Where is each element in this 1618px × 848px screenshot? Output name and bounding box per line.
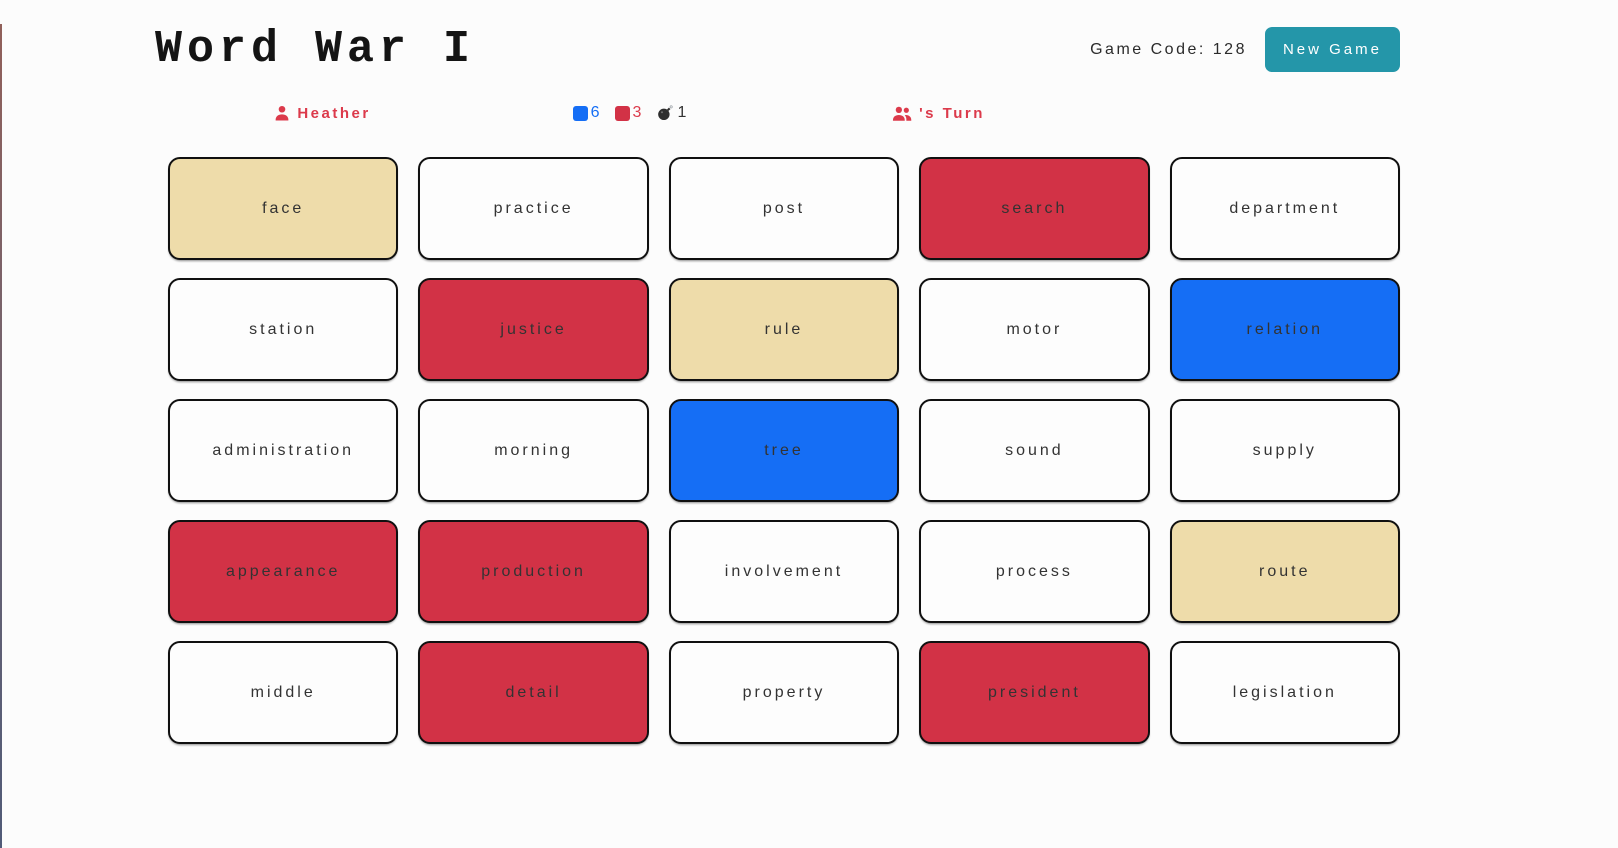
header: Word War I Game Code: 128 New Game bbox=[155, 24, 1400, 75]
scoreboard: Heather 6 3 1 bbox=[168, 103, 1400, 123]
word-card-department[interactable]: department bbox=[1169, 157, 1400, 260]
page-title: Word War I bbox=[155, 24, 476, 75]
red-remaining-count: 3 bbox=[632, 104, 643, 121]
current-player: Heather bbox=[168, 104, 476, 122]
word-card-face[interactable]: face bbox=[168, 157, 399, 260]
red-square-icon bbox=[614, 105, 630, 121]
word-card-justice[interactable]: justice bbox=[418, 278, 649, 381]
word-card-legislation[interactable]: legislation bbox=[1169, 641, 1400, 744]
word-card-process[interactable]: process bbox=[919, 520, 1150, 623]
word-card-station[interactable]: station bbox=[168, 278, 399, 381]
word-card-search[interactable]: search bbox=[919, 157, 1150, 260]
blue-remaining-count: 6 bbox=[590, 104, 601, 121]
word-card-post[interactable]: post bbox=[668, 157, 900, 260]
bomb-stat: 1 bbox=[656, 104, 687, 122]
word-card-supply[interactable]: supply bbox=[1169, 399, 1400, 502]
word-card-administration[interactable]: administration bbox=[168, 399, 399, 502]
word-card-tree[interactable]: tree bbox=[668, 399, 900, 502]
word-card-middle[interactable]: middle bbox=[168, 641, 399, 744]
turn-label: 's Turn bbox=[919, 104, 985, 122]
score-stats: 6 3 1 bbox=[476, 104, 784, 122]
word-card-production[interactable]: production bbox=[418, 520, 649, 623]
word-card-rule[interactable]: rule bbox=[668, 278, 900, 381]
bomb-count: 1 bbox=[677, 104, 688, 121]
player-name: Heather bbox=[297, 104, 371, 122]
page: Word War I Game Code: 128 New Game Heath… bbox=[155, 24, 1400, 744]
blue-remaining-stat: 6 bbox=[572, 104, 601, 122]
word-card-motor[interactable]: motor bbox=[919, 278, 1150, 381]
turn-indicator: 's Turn bbox=[784, 103, 1092, 123]
word-card-sound[interactable]: sound bbox=[919, 399, 1150, 502]
new-game-button[interactable]: New Game bbox=[1264, 27, 1400, 72]
word-card-morning[interactable]: morning bbox=[418, 399, 649, 502]
word-card-president[interactable]: president bbox=[919, 641, 1150, 744]
word-card-detail[interactable]: detail bbox=[418, 641, 649, 744]
word-card-route[interactable]: route bbox=[1169, 520, 1400, 623]
word-card-practice[interactable]: practice bbox=[418, 157, 649, 260]
word-card-appearance[interactable]: appearance bbox=[168, 520, 399, 623]
word-card-involvement[interactable]: involvement bbox=[668, 520, 900, 623]
bomb-icon bbox=[658, 105, 674, 121]
users-icon bbox=[893, 106, 912, 121]
word-card-property[interactable]: property bbox=[668, 641, 900, 744]
header-right: Game Code: 128 New Game bbox=[1090, 27, 1400, 72]
person-icon bbox=[275, 105, 289, 121]
game-code-label: Game Code: 128 bbox=[1090, 40, 1247, 58]
blue-square-icon bbox=[572, 105, 588, 121]
window-left-edge bbox=[0, 24, 2, 848]
red-remaining-stat: 3 bbox=[614, 104, 643, 122]
word-board: face practice post search department station j… bbox=[168, 157, 1400, 744]
word-card-relation[interactable]: relation bbox=[1169, 278, 1400, 381]
